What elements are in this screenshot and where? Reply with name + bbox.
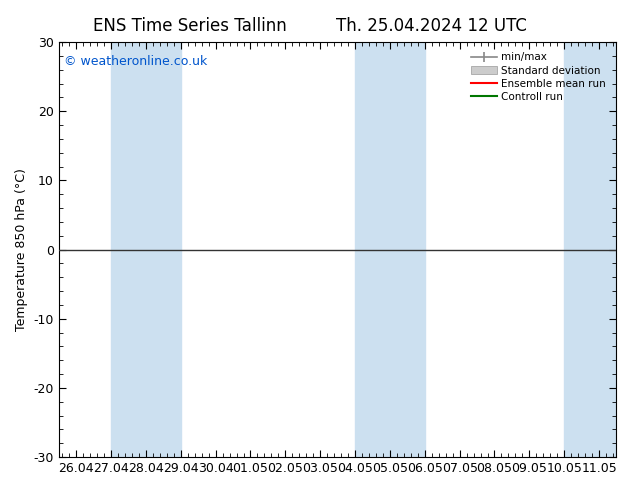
Bar (111, 42, 181, 457)
Text: ENS Time Series Tallinn: ENS Time Series Tallinn (93, 17, 287, 35)
Text: Th. 25.04.2024 12 UTC: Th. 25.04.2024 12 UTC (335, 17, 527, 35)
Legend: min/max, Standard deviation, Ensemble mean run, Controll run: min/max, Standard deviation, Ensemble me… (466, 47, 611, 107)
Bar (564, 42, 634, 457)
Title: ENS Time Series Tallinn    Th. 25.04.2024 12 UTC: ENS Time Series Tallinn Th. 25.04.2024 1… (0, 489, 1, 490)
Y-axis label: Temperature 850 hPa (°C): Temperature 850 hPa (°C) (15, 168, 28, 331)
Bar (355, 42, 425, 457)
Text: © weatheronline.co.uk: © weatheronline.co.uk (65, 54, 207, 68)
